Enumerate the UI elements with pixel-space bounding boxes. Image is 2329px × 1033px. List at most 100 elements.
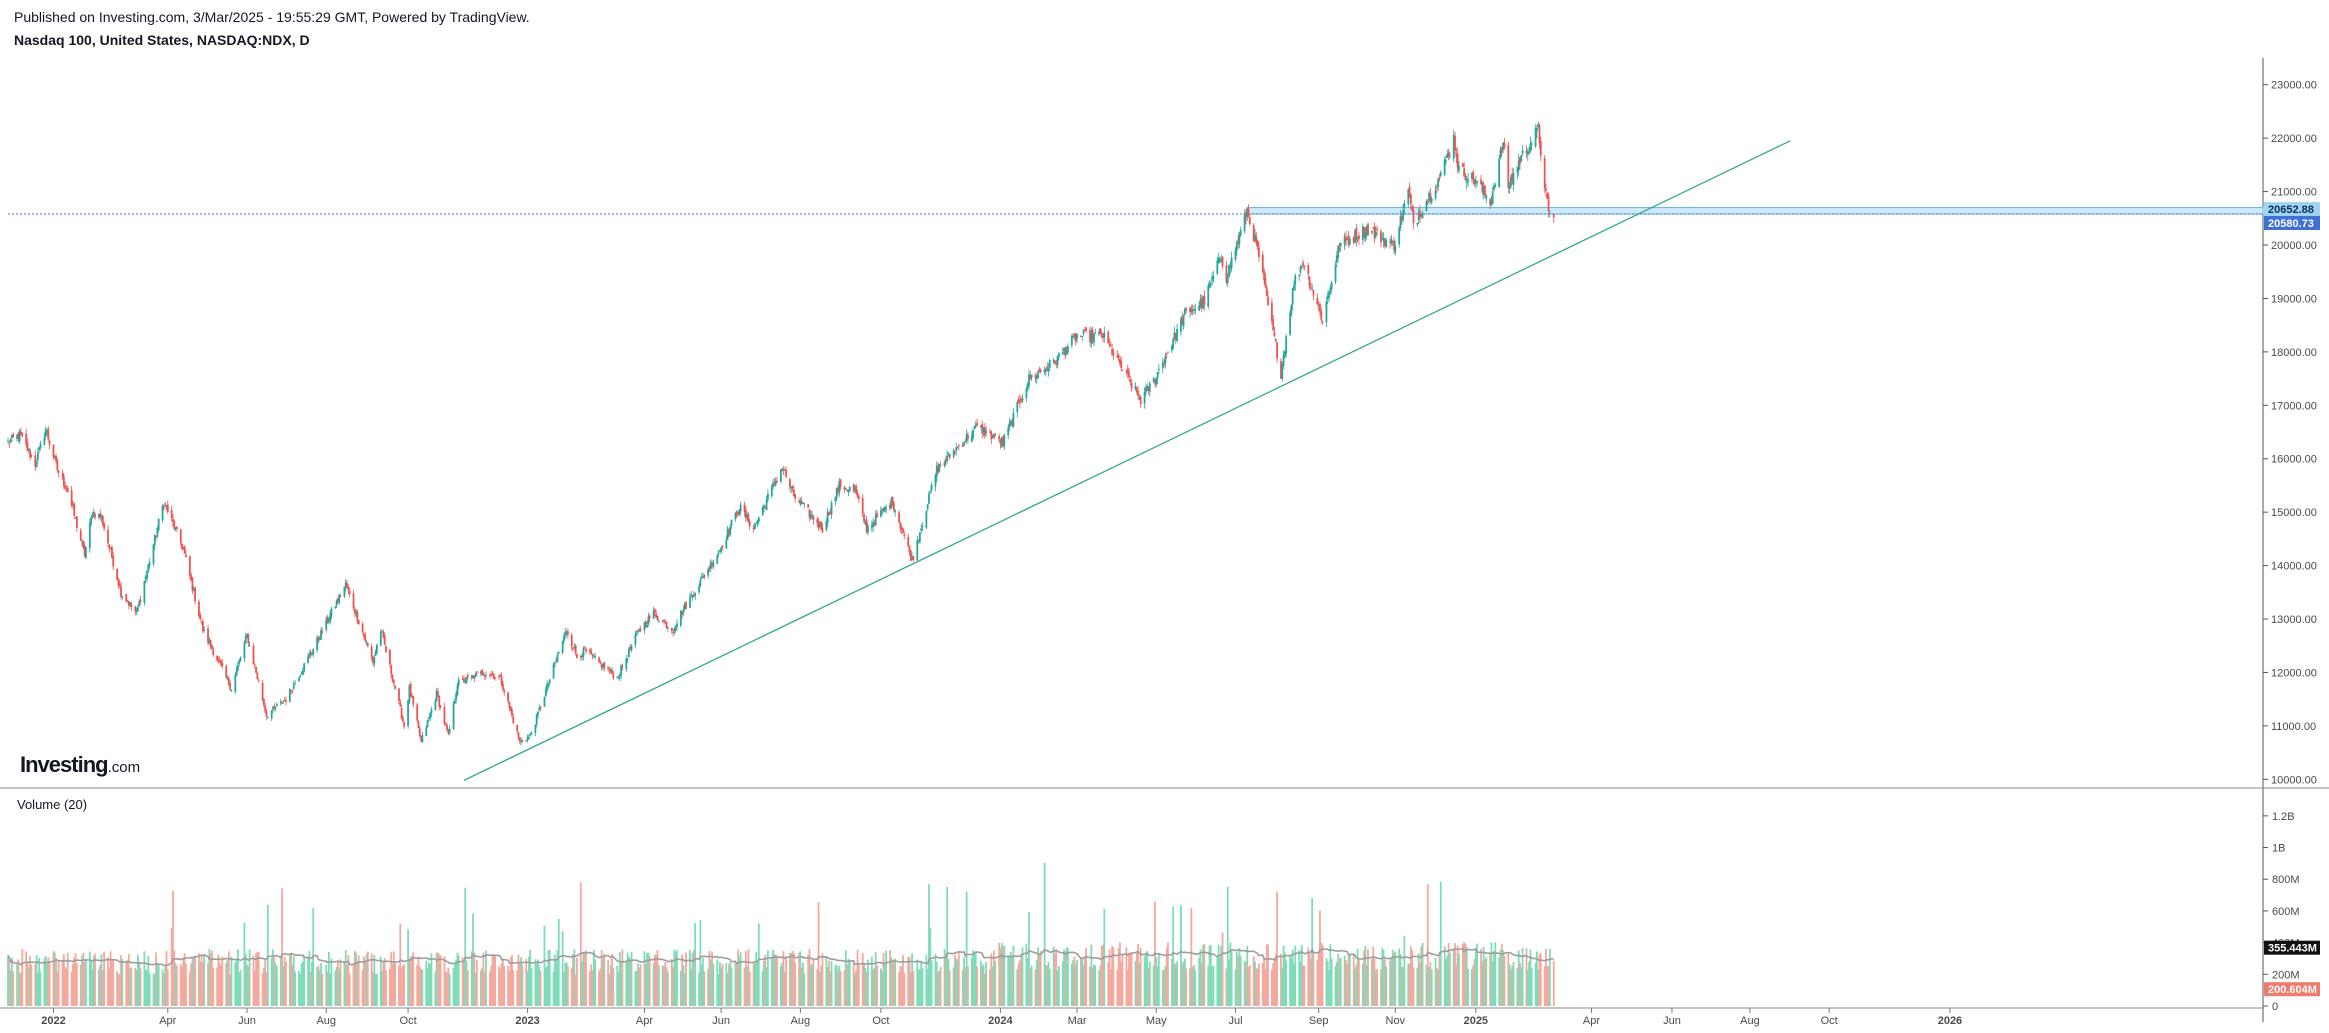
volume-bar bbox=[852, 962, 855, 1006]
volume-bar bbox=[744, 951, 747, 1006]
candle-body bbox=[972, 430, 975, 438]
candle-body bbox=[512, 717, 515, 724]
volume-bar bbox=[1202, 945, 1204, 1006]
volume-bar bbox=[1020, 953, 1023, 1006]
volume-bar bbox=[10, 957, 13, 1006]
volume-bar bbox=[516, 970, 519, 1006]
volume-bar bbox=[108, 968, 111, 1006]
volume-bar bbox=[1208, 945, 1211, 1006]
volume-bar bbox=[439, 955, 442, 1006]
candle-body bbox=[548, 679, 551, 683]
candle-body bbox=[1385, 239, 1388, 248]
volume-bar bbox=[483, 972, 486, 1006]
candle-body bbox=[527, 736, 530, 738]
volume-bar bbox=[1011, 955, 1013, 1006]
volume-bar bbox=[734, 960, 737, 1006]
candle-body bbox=[337, 598, 339, 602]
candle-body bbox=[837, 487, 839, 492]
volume-bar bbox=[683, 974, 686, 1006]
candle-body bbox=[20, 432, 22, 435]
candle-body bbox=[256, 673, 259, 680]
volume-bar bbox=[146, 970, 148, 1006]
volume-bar bbox=[752, 961, 755, 1006]
candle-body bbox=[208, 640, 211, 644]
price-tick-label: 12000.00 bbox=[2271, 667, 2317, 679]
candle-body bbox=[1064, 347, 1067, 355]
candle-body bbox=[125, 594, 128, 602]
chart-frame bbox=[0, 58, 2329, 1022]
volume-bar bbox=[594, 959, 597, 1006]
volume-bar bbox=[1198, 957, 1201, 1006]
volume-bar bbox=[854, 973, 856, 1006]
volume-bar bbox=[134, 967, 137, 1006]
volume-bar bbox=[408, 958, 411, 1006]
candle-body bbox=[863, 514, 865, 522]
candle-body bbox=[973, 426, 976, 428]
candle-body bbox=[689, 596, 691, 608]
candle-body bbox=[1035, 376, 1038, 380]
candle-body bbox=[79, 530, 82, 541]
candle-body bbox=[663, 620, 665, 622]
candle-body bbox=[253, 664, 256, 666]
candle-body bbox=[664, 621, 667, 623]
candle-body bbox=[1320, 311, 1323, 320]
volume-bar bbox=[1252, 956, 1255, 1006]
candle-body bbox=[1389, 242, 1391, 244]
candle-body bbox=[283, 699, 286, 701]
candle-body bbox=[1026, 383, 1029, 389]
volume-bar bbox=[1012, 945, 1015, 1006]
volume-bar bbox=[1391, 949, 1394, 1006]
volume-bar bbox=[1419, 962, 1421, 1006]
volume-bar bbox=[811, 964, 813, 1006]
candle-body bbox=[46, 431, 48, 433]
volume-bar bbox=[746, 966, 749, 1006]
candle-body bbox=[443, 706, 446, 724]
volume-bar bbox=[621, 949, 624, 1006]
price-axis: 10000.0011000.0012000.0013000.0014000.00… bbox=[2263, 80, 2320, 786]
volume-bar bbox=[307, 957, 309, 1006]
candle-body bbox=[474, 673, 477, 678]
volume-bar bbox=[129, 968, 132, 1006]
volume-bar bbox=[711, 951, 713, 1006]
candle-body bbox=[644, 621, 647, 627]
candle-body bbox=[491, 673, 494, 676]
candle-body bbox=[803, 503, 806, 505]
volume-bar bbox=[61, 959, 64, 1006]
candle-body bbox=[1319, 304, 1321, 312]
volume-bar bbox=[1255, 968, 1258, 1006]
volume-bar bbox=[537, 959, 539, 1006]
candle-body bbox=[1328, 291, 1330, 299]
volume-bar bbox=[500, 963, 503, 1006]
volume-bar bbox=[1464, 943, 1467, 1006]
candle-body bbox=[1326, 295, 1329, 299]
candle-body bbox=[1508, 186, 1511, 189]
volume-bar bbox=[1263, 958, 1265, 1006]
time-tick-label: 2025 bbox=[1464, 1015, 1488, 1027]
candle-body bbox=[1130, 383, 1133, 389]
candle-body bbox=[989, 431, 991, 433]
volume-bar bbox=[1335, 961, 1338, 1006]
candle-body bbox=[1217, 257, 1220, 264]
volume-bar bbox=[1490, 942, 1493, 1006]
volume-bar bbox=[416, 964, 419, 1006]
candle-body bbox=[1030, 374, 1033, 378]
candle-body bbox=[303, 663, 306, 672]
price-badge bbox=[2264, 202, 2320, 217]
candle-body bbox=[1412, 209, 1415, 224]
candle-body bbox=[285, 700, 287, 702]
volume-bar bbox=[982, 964, 985, 1006]
volume-bar bbox=[474, 972, 477, 1006]
candle-body bbox=[418, 728, 421, 737]
volume-bar bbox=[427, 962, 430, 1006]
volume-bar bbox=[1238, 948, 1241, 1006]
candle-body bbox=[670, 627, 673, 631]
candle-body bbox=[200, 621, 203, 623]
volume-tick-label: 800M bbox=[2272, 874, 2300, 886]
volume-bar bbox=[766, 950, 769, 1006]
candle-body bbox=[107, 529, 109, 544]
candle-body bbox=[83, 545, 86, 557]
logo-brand: Investing bbox=[20, 752, 109, 777]
volume-bar bbox=[199, 962, 202, 1006]
